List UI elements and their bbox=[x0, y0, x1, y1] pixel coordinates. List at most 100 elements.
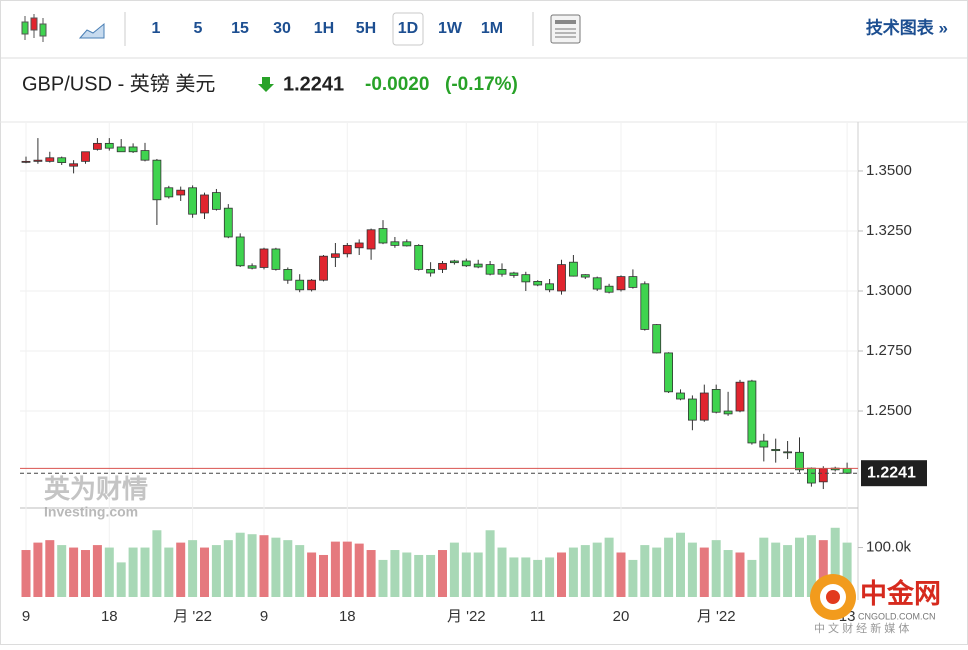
candle-body bbox=[414, 244, 424, 270]
change-percent: (-0.17%) bbox=[445, 74, 518, 95]
candle-body bbox=[116, 146, 126, 153]
candle-body bbox=[307, 279, 317, 291]
volume-bar bbox=[557, 552, 566, 597]
volume-bar bbox=[592, 542, 602, 597]
volume-bar bbox=[628, 559, 638, 597]
watermark-title: 英为财情 bbox=[44, 474, 148, 504]
volume-bar bbox=[735, 552, 745, 597]
period-button[interactable]: 1M bbox=[481, 20, 503, 37]
candle-body bbox=[616, 276, 626, 291]
candle-body bbox=[711, 389, 721, 413]
volume-bar bbox=[664, 537, 674, 597]
candle-body bbox=[164, 187, 174, 198]
volume-bar bbox=[247, 534, 257, 597]
volume-bar bbox=[426, 554, 436, 597]
volume-bar bbox=[723, 550, 733, 597]
x-tick-label: 18 bbox=[101, 608, 118, 625]
candle-body bbox=[569, 261, 578, 277]
candle-body bbox=[580, 274, 590, 278]
y-tick-label: 1.3250 bbox=[866, 222, 912, 239]
volume-bar bbox=[485, 530, 495, 597]
period-button[interactable]: 5 bbox=[194, 20, 203, 37]
volume-bar bbox=[545, 557, 555, 597]
candle-body bbox=[592, 277, 602, 290]
period-button[interactable]: 1D bbox=[398, 20, 418, 37]
volume-bar bbox=[533, 559, 543, 597]
volume-bar bbox=[640, 545, 650, 597]
candle-body bbox=[330, 253, 340, 258]
candle-body bbox=[235, 236, 245, 267]
candle-body bbox=[509, 272, 519, 276]
candle-body bbox=[723, 410, 733, 415]
volume-bar bbox=[330, 541, 340, 597]
volume-bar bbox=[402, 552, 412, 597]
candle-body bbox=[57, 157, 67, 163]
candle-body bbox=[366, 229, 376, 250]
candle-body bbox=[200, 194, 209, 214]
volume-bar bbox=[92, 545, 102, 597]
area-icon[interactable] bbox=[78, 22, 105, 39]
volume-bar bbox=[842, 542, 852, 597]
volume-bar bbox=[521, 557, 531, 597]
x-tick-label: 18 bbox=[339, 608, 356, 625]
candle-icon[interactable] bbox=[21, 14, 47, 42]
x-tick-label: 月 '22 bbox=[697, 608, 736, 625]
volume-bar bbox=[200, 547, 209, 597]
volume-bar bbox=[676, 532, 685, 597]
candle-body bbox=[699, 392, 709, 421]
period-button[interactable]: 1 bbox=[152, 20, 161, 37]
candle-body bbox=[283, 268, 293, 281]
watermark-brand: Investing.com bbox=[44, 504, 138, 520]
period-button[interactable]: 15 bbox=[231, 20, 249, 37]
volume-bar bbox=[128, 547, 138, 597]
candle-body bbox=[485, 264, 495, 275]
volume-bar bbox=[806, 535, 816, 597]
candle-body bbox=[211, 192, 221, 210]
period-button[interactable]: 30 bbox=[273, 20, 291, 37]
volume-bar bbox=[580, 545, 590, 597]
candle-body bbox=[152, 159, 162, 201]
x-tick-label: 20 bbox=[613, 608, 630, 625]
logo-domain: CNGOLD.COM.CN bbox=[858, 611, 936, 621]
volume-bar bbox=[140, 547, 150, 597]
x-tick-label: 月 '22 bbox=[173, 608, 212, 625]
candle-body bbox=[676, 392, 685, 400]
volume-bar bbox=[81, 550, 90, 597]
candle-body bbox=[295, 279, 305, 291]
candle-body bbox=[176, 189, 186, 196]
volume-bar bbox=[307, 552, 317, 597]
period-button[interactable]: 1W bbox=[438, 20, 463, 37]
volume-bar bbox=[652, 547, 662, 597]
news-icon[interactable] bbox=[550, 14, 581, 44]
period-button[interactable]: 1H bbox=[314, 20, 334, 37]
candle-body bbox=[449, 260, 459, 264]
y-tick-label: 1.2750 bbox=[866, 342, 912, 359]
volume-bar bbox=[711, 540, 721, 597]
volume-bar bbox=[235, 532, 245, 597]
candle-body bbox=[390, 241, 400, 246]
volume-bar bbox=[830, 527, 840, 597]
candle-body bbox=[545, 283, 554, 291]
period-button[interactable]: 5H bbox=[356, 20, 376, 37]
x-tick-label: 11 bbox=[530, 608, 546, 625]
candle-body bbox=[652, 324, 662, 354]
y-tick-label: 1.2500 bbox=[866, 402, 912, 419]
candle-body bbox=[461, 260, 471, 267]
volume-bar bbox=[747, 559, 757, 597]
volume-bar bbox=[259, 535, 269, 597]
candle-body bbox=[259, 248, 269, 268]
candle-body bbox=[783, 451, 792, 454]
volume-bar bbox=[687, 542, 697, 597]
candle-body bbox=[533, 280, 543, 286]
volume-bar bbox=[223, 540, 233, 597]
volume-bar bbox=[759, 537, 769, 597]
volume-tick-label: 100.0k bbox=[866, 539, 912, 556]
logo-slogan: 中 文 财 经 新 媒 体 bbox=[814, 621, 909, 635]
volume-bar bbox=[188, 540, 198, 597]
x-tick-label: 月 '22 bbox=[447, 608, 486, 625]
candle-body bbox=[33, 159, 43, 162]
volume-bar bbox=[438, 550, 447, 597]
tech-chart-link[interactable]: 技术图表 » bbox=[866, 17, 948, 37]
candle-body bbox=[640, 283, 650, 330]
